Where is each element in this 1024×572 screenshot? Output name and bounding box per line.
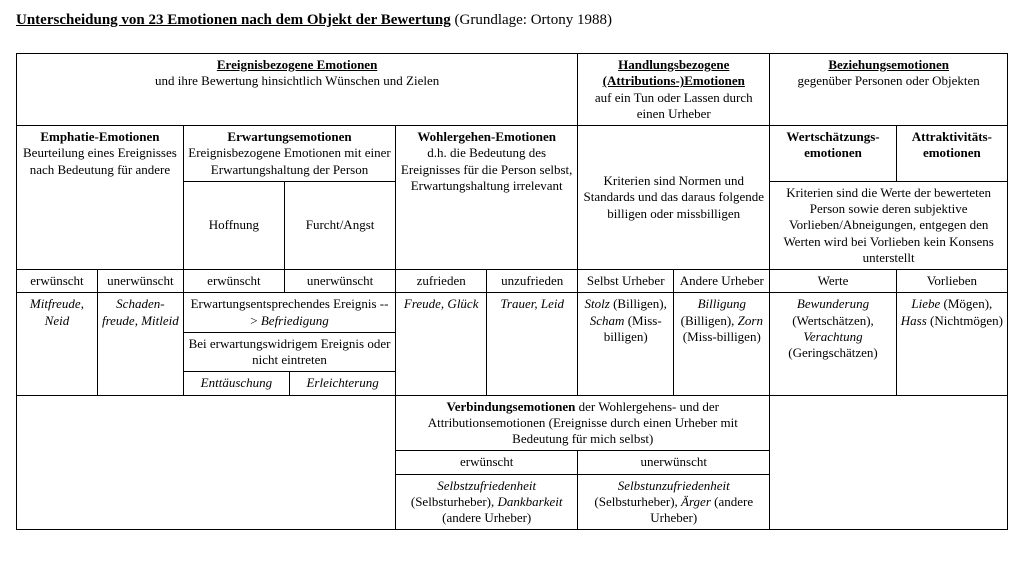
verb-t: Verbindungsemotionen [447,399,576,414]
blank-right [770,395,1008,530]
c-erw2: erwünscht [183,270,284,293]
emotion-table: Ereignisbezogene Emotionen und ihre Bewe… [16,53,1008,530]
wohl-t: Wohlergehen-Emotionen [417,129,556,144]
empathie-t: Emphatie-Emotionen [40,129,159,144]
erwartung-nested: Erwartungsentsprechendes Ereignis --> Be… [183,293,395,395]
title-sub: (Grundlage: Ortony 1988) [451,12,612,28]
furcht: Furcht/Angst [284,181,395,269]
erw-entt: Enttäuschung [184,372,290,395]
handlung-crit: Kriterien sind Normen und Standards und … [578,126,770,270]
hdr-handlung-t: Handlungsbezogene (Attributions-)Emotion… [603,57,745,88]
erwartung-hdr: Erwartungsemotionen Ereignisbezogene Emo… [183,126,395,182]
blank-left [17,395,396,530]
erwartung-s: Ereignisbezogene Emotionen mit einer Erw… [188,145,391,176]
c-unerw1: unerwünscht [97,270,183,293]
cell-freude: Freude, Glück [396,293,487,395]
hdr-beziehung-t: Beziehungsemotionen [828,57,949,72]
erwartung-inner-table: Erwartungsentsprechendes Ereignis --> Be… [184,293,395,394]
page-title: Unterscheidung von 23 Emotionen nach dem… [16,12,1008,29]
c-selbst: Selbst Urheber [578,270,674,293]
verb-cell-a: Selbstzufriedenheit (Selbsturheber), Dan… [396,474,578,530]
c-zuf: zufrieden [396,270,487,293]
attr-hdr: Attraktivitäts-emotionen [896,126,1007,182]
hdr-beziehung-s: gegenüber Personen oder Objekten [798,73,980,88]
verbindung-hdr: Verbindungsemotionen der Wohlergehens- u… [396,395,770,451]
c-erw1: erwünscht [17,270,98,293]
wohl-s: d.h. die Bedeutung des Ereignisses für d… [401,145,573,193]
verb-erw: erwünscht [396,451,578,474]
verb-cell-b: Selbstunzufriedenheit (Selbsturheber), Ä… [578,474,770,530]
cell-liebe: Liebe (Mögen), Hass (Nichtmögen) [896,293,1007,395]
erw-line1: Erwartungsentsprechendes Ereignis --> Be… [184,293,395,332]
c-unzuf: unzufrieden [487,270,578,293]
cell-trauer: Trauer, Leid [487,293,578,395]
wert-t: Wertschätzungs-emotionen [786,129,879,160]
erwartung-t: Erwartungsemotionen [227,129,351,144]
c-vorlieben: Vorlieben [896,270,1007,293]
cell-stolz: Stolz (Billigen), Scham (Miss-billigen) [578,293,674,395]
table-row: Ereignisbezogene Emotionen und ihre Bewe… [17,54,1008,126]
empathie-s: Beurteilung eines Ereignisses nach Bedeu… [23,145,177,176]
empathie-hdr: Emphatie-Emotionen Beurteilung eines Ere… [17,126,184,270]
hdr-ereignis-t: Ereignisbezogene Emotionen [217,57,377,72]
erw-erl: Erleichterung [290,372,396,395]
erw-line2: Bei erwartungswidrigem Ereignis oder nic… [184,332,395,372]
c-werte: Werte [770,270,896,293]
hoffnung: Hoffnung [183,181,284,269]
wohl-hdr: Wohlergehen-Emotionen d.h. die Bedeutung… [396,126,578,270]
cell-mitfreude: Mitfreude, Neid [17,293,98,395]
beziehung-crit: Kriterien sind die Werte der bewerteten … [770,181,1008,269]
table-row: Verbindungsemotionen der Wohlergehens- u… [17,395,1008,451]
title-main: Unterscheidung von 23 Emotionen nach dem… [16,12,451,28]
cell-schadenfreude: Schaden-freude, Mitleid [97,293,183,395]
c-andere: Andere Urheber [674,270,770,293]
table-row: Mitfreude, Neid Schaden-freude, Mitleid … [17,293,1008,395]
cell-billigung: Billigung (Billigen), Zorn (Miss-billige… [674,293,770,395]
hdr-ereignis: Ereignisbezogene Emotionen und ihre Bewe… [17,54,578,126]
hdr-beziehung: Beziehungsemotionen gegenüber Personen o… [770,54,1008,126]
table-row: Emphatie-Emotionen Beurteilung eines Ere… [17,126,1008,182]
hdr-ereignis-s: und ihre Bewertung hinsichtlich Wünschen… [155,73,439,88]
verb-unerw: unerwünscht [578,451,770,474]
erw-line1b: Befriedigung [261,313,329,328]
cell-bewunderung: Bewunderung (Wertschätzen), Verachtung (… [770,293,896,395]
attr-t: Attraktivitäts-emotionen [912,129,992,160]
hdr-handlung-s: auf ein Tun oder Lassen durch einen Urhe… [595,90,753,121]
wert-hdr: Wertschätzungs-emotionen [770,126,896,182]
table-row: erwünscht unerwünscht erwünscht unerwüns… [17,270,1008,293]
hdr-handlung: Handlungsbezogene (Attributions-)Emotion… [578,54,770,126]
c-unerw2: unerwünscht [284,270,395,293]
handlung-crit-text: Kriterien sind Normen und Standards und … [583,173,764,221]
